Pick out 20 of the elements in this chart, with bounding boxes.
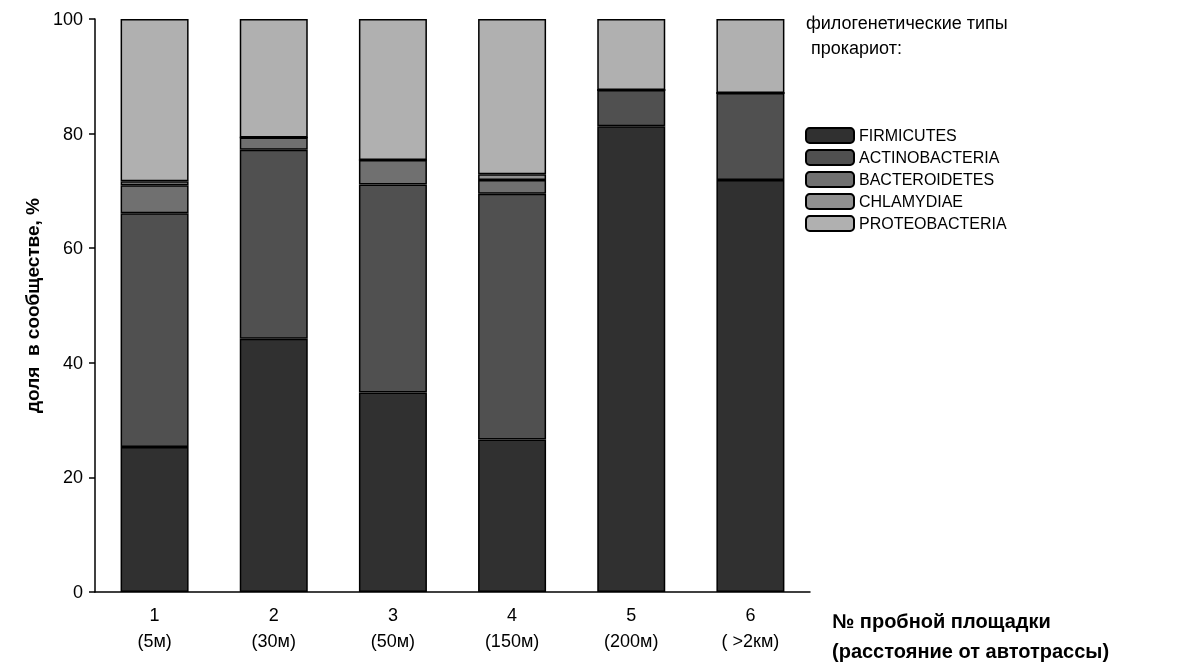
legend-label: ACTINOBACTERIA [859, 149, 1000, 166]
x-tick-label: 4 (150м) [484, 605, 540, 651]
x-tick-label: 2 (30м) [251, 605, 296, 651]
x-axis-title: № пробной площадки (расстояние от автотрассы) [832, 610, 1110, 662]
y-tick-label: 20 [62, 467, 83, 488]
x-tick-label: 5 (200м) [604, 605, 659, 651]
legend-label: CHLAMYDIAE [859, 193, 964, 210]
y-axis-title: доля в сообществе, % [22, 197, 44, 414]
y-tick-label: 0 [72, 582, 83, 602]
legend-label: PROTEOBACTERIA [859, 215, 1007, 232]
y-tick-label: 40 [62, 352, 83, 373]
y-tick-label: 80 [62, 123, 83, 144]
y-tick-label: 100 [52, 9, 83, 29]
legend-label: BACTEROIDETES [859, 171, 995, 188]
x-tick-label: 6 ( >2км) [721, 605, 780, 651]
x-tick-label: 1 (5м) [137, 605, 172, 651]
x-tick-label: 3 (50м) [370, 605, 416, 651]
y-tick-label: 60 [62, 238, 83, 259]
legend-title: филогенетические типы прокариот: [806, 12, 1008, 58]
legend-label: FIRMICUTES [859, 127, 957, 144]
